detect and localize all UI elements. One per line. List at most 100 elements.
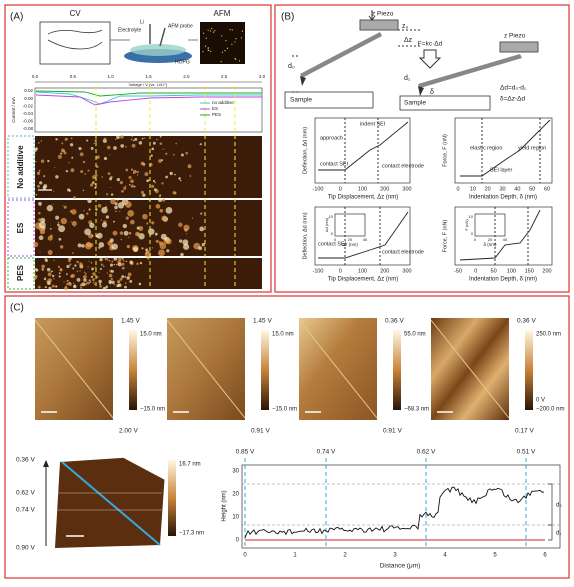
label: contact electrode [382,163,424,169]
colorbar-label: −200.0 nm [536,407,565,413]
texture [79,270,81,272]
texture [38,211,41,215]
texture [111,269,114,273]
colorbar-label: 55.0 nm [404,332,426,338]
axis-label: Height (nm) [222,490,228,521]
tick-label: 200 [380,268,389,274]
texture [58,225,66,233]
texture [90,262,93,264]
tick-label: 20 [488,237,493,242]
texture [38,235,44,241]
texture [132,139,135,142]
bracket [548,483,553,541]
texture [150,154,153,157]
texture [119,210,121,212]
panel-label: (B) [281,12,294,23]
marker-lines [95,86,236,289]
colorbar-label: 15.0 nm [272,332,294,338]
cantilever [300,32,382,78]
tick-label: 1.5 [145,74,152,79]
texture [71,137,73,139]
texture [110,198,116,205]
texture [73,284,77,287]
texture [156,138,158,141]
texture [82,275,87,279]
texture [130,168,134,171]
texture [118,257,122,262]
texture [212,31,215,33]
tick-label: 0 [339,268,342,274]
row-label: PES [16,264,25,281]
texture [79,284,83,287]
texture [61,142,64,145]
label: z₀ [402,23,409,30]
texture [37,142,40,144]
arrow [418,49,442,69]
texture [46,204,54,212]
texture [153,188,157,192]
tick-label: 3.0 [259,74,266,79]
texture [92,272,96,276]
sample [399,95,491,111]
texture [123,230,129,236]
texture [64,285,68,288]
tick-label: 40 [363,237,368,242]
tick-label: 200 [380,186,389,192]
texture [112,230,118,236]
texture [158,249,165,257]
afm-image [35,136,262,198]
row-label: ES [16,222,25,233]
texture [41,264,45,269]
guide [292,29,420,93]
texture [150,184,155,189]
texture [202,51,204,53]
texture [47,249,53,255]
texture [152,141,156,145]
texture [151,247,153,249]
panel-label: (A) [10,12,23,23]
tick-label: 50 [491,268,497,274]
axis-label: Indentation Depth, δ (nm) [469,277,537,283]
texture [79,262,83,266]
texture [84,272,87,275]
texture [106,272,108,274]
texture [130,138,133,141]
texture [117,262,122,267]
label: AFM probe [168,23,193,29]
piezo [499,41,539,53]
texture [125,201,132,208]
colorbar [393,330,401,410]
tick-label: 3 [393,553,397,559]
cantilever [418,54,522,88]
texture [80,286,83,290]
panel-label: (C) [10,303,24,314]
texture [123,186,127,190]
texture [120,238,122,241]
profile-line [61,461,161,546]
texture [155,239,159,243]
tick-label: 100 [358,186,367,192]
texture [109,238,114,243]
axis-label: Voltage / V (vs. Li/Li⁺) [129,82,168,87]
texture [33,241,39,248]
label: Sample [404,100,426,107]
texture [86,212,89,215]
texture [90,183,94,187]
texture [109,177,113,181]
texture [52,203,54,205]
cv-curve [47,29,103,50]
texture [151,221,155,225]
texture [96,232,103,239]
texture [55,285,58,288]
texture [179,179,182,182]
label: HOPG [175,59,190,65]
texture [235,58,237,60]
label: z Piezo [504,33,526,40]
texture [65,273,68,275]
texture [69,263,72,266]
texture [136,262,139,265]
texture [136,226,140,230]
colorbar-label: −15.0 nm [272,407,297,413]
tick-label: 0.00 [24,96,33,101]
texture [117,280,121,284]
